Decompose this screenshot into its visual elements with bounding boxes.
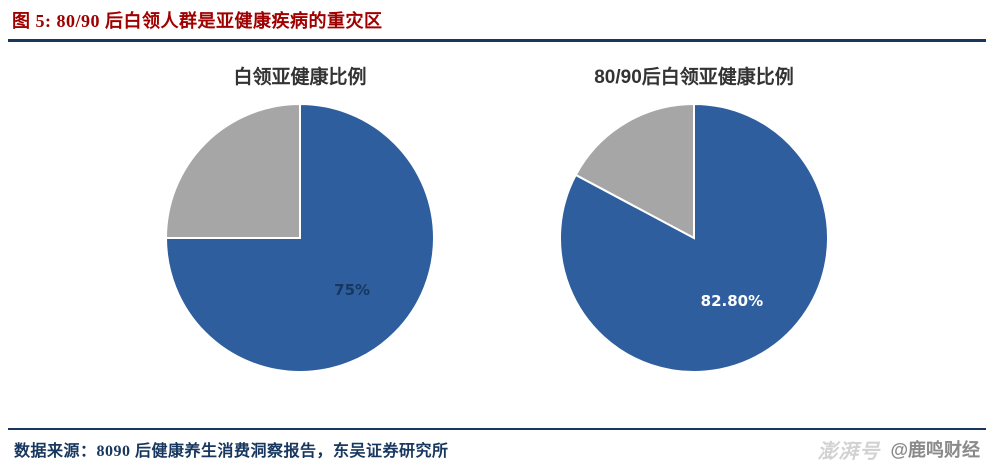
pie-chart-block-right: 80/90后白领亚健康比例 82.80% (553, 62, 835, 379)
pie-slice (574, 102, 695, 240)
pie-slice-label: 75% (334, 281, 370, 299)
data-source-text: 数据来源：8090 后健康养生消费洞察报告，东吴证券研究所 (14, 443, 449, 460)
pie-chart-block-left: 白领亚健康比例 75% (159, 62, 441, 379)
figure-footer: 数据来源：8090 后健康养生消费洞察报告，东吴证券研究所 澎湃号 @鹿鸣财经 (8, 428, 986, 472)
pie-slice-label: 82.80% (701, 292, 763, 310)
chart-title-left: 白领亚健康比例 (233, 67, 367, 88)
pengpai-watermark-logo: 澎湃号 (817, 440, 881, 463)
charts-area: 白领亚健康比例 75% 80/90后白领亚健康比例 82.80% (0, 42, 994, 379)
chart-title-right: 80/90后白领亚健康比例 (594, 67, 794, 88)
account-watermark: @鹿鸣财经 (890, 440, 980, 460)
pie-chart-right: 82.80% (559, 102, 829, 373)
figure-header: 图 5: 80/90 后白领人群是亚健康疾病的重灾区 (8, 0, 986, 42)
figure-title: 图 5: 80/90 后白领人群是亚健康疾病的重灾区 (12, 11, 383, 31)
pie-chart-left: 75% (164, 102, 435, 373)
pie-slice (164, 102, 301, 239)
watermark-group: 澎湃号 @鹿鸣财经 (817, 435, 980, 464)
